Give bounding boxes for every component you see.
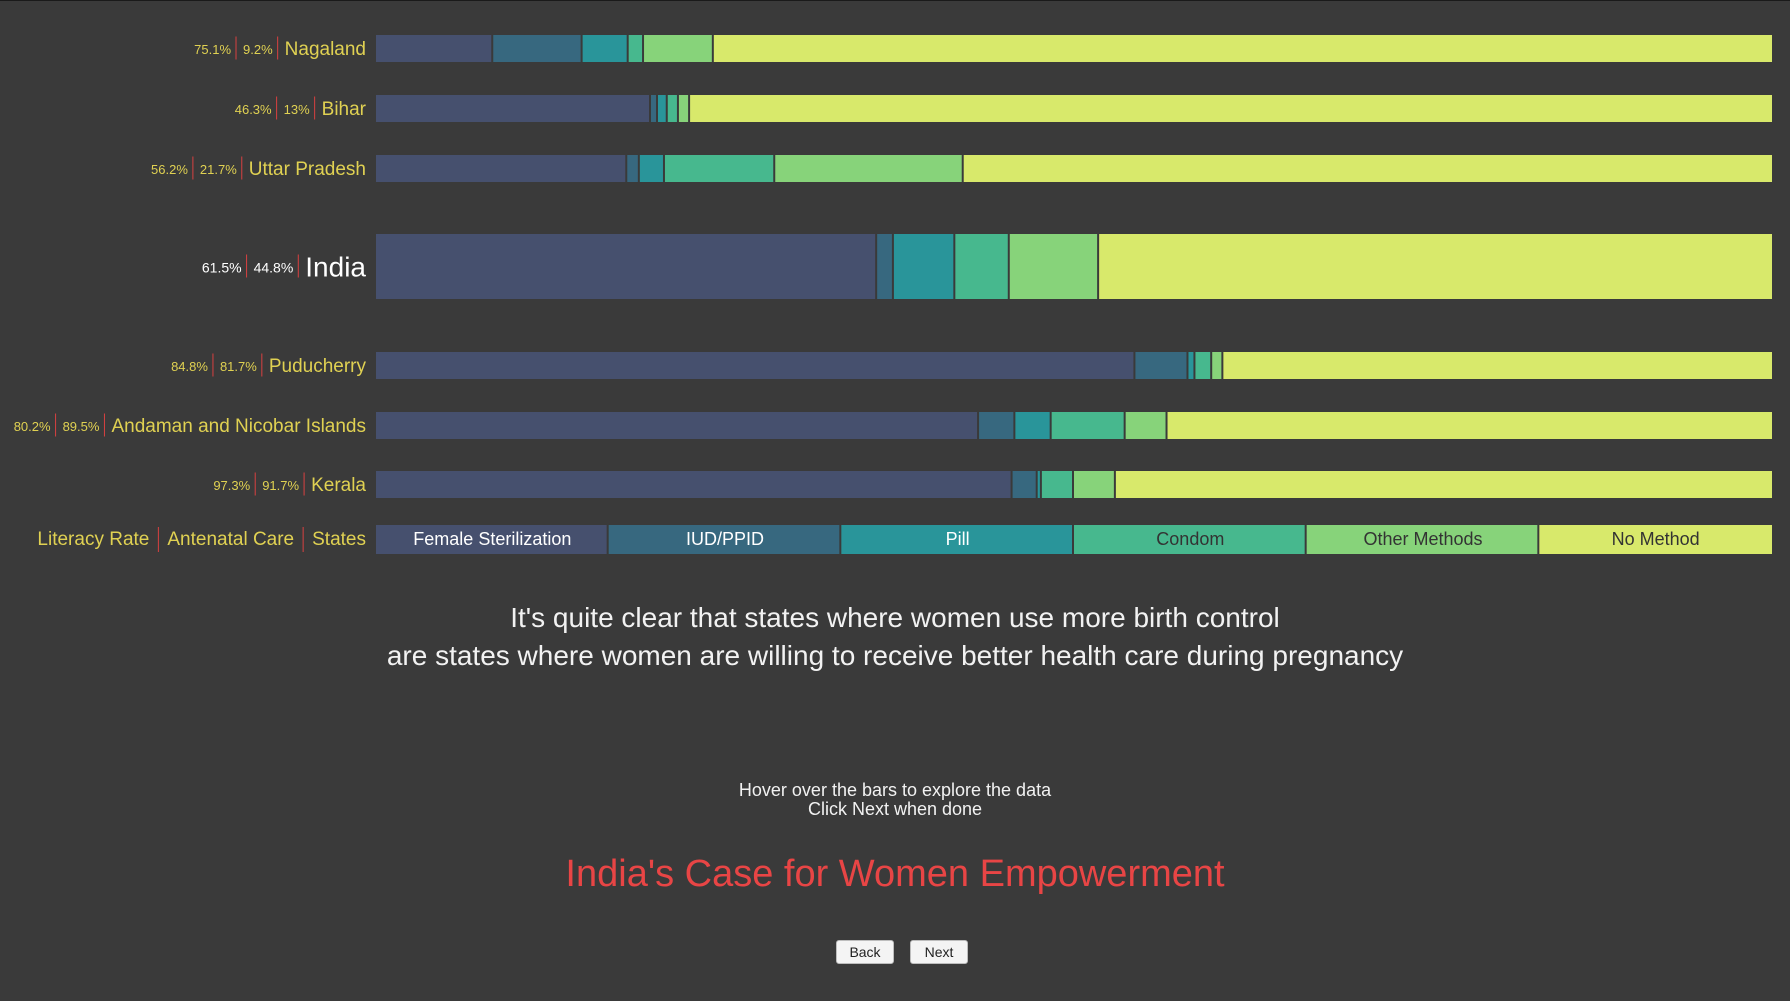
bar-segment-bihar-pill[interactable] (657, 95, 666, 122)
literacy-rate-value-bihar: 46.3% (235, 102, 272, 117)
bar-segment-kerala-iud-ppid[interactable] (1012, 471, 1036, 498)
literacy-rate-value-india: 61.5% (202, 259, 242, 275)
legend-header-states: States (312, 529, 366, 550)
hint-text: Hover over the bars to explore the data … (0, 781, 1790, 819)
state-label-uttar-pradesh: Uttar Pradesh (249, 159, 366, 180)
bar-segment-andaman-and-nicobar-islands-other-methods[interactable] (1125, 412, 1166, 439)
legend-swatch-other-methods[interactable] (1306, 525, 1538, 554)
bar-segment-andaman-and-nicobar-islands-pill[interactable] (1015, 412, 1050, 439)
bar-segment-india-condom[interactable] (955, 234, 1008, 299)
legend-label-other-methods: Other Methods (1363, 529, 1482, 549)
bar-segment-andaman-and-nicobar-islands-iud-ppid[interactable] (979, 412, 1014, 439)
bar-segment-kerala-female-sterilization[interactable] (376, 471, 1011, 498)
literacy-rate-value-andaman-and-nicobar-islands: 80.2% (14, 419, 51, 434)
legend-swatch-iud-ppid[interactable] (608, 525, 840, 554)
bar-segment-kerala-pill[interactable] (1037, 471, 1040, 498)
bar-segment-uttar-pradesh-condom[interactable] (664, 155, 774, 182)
legend-label-female-sterilization: Female Sterilization (413, 529, 571, 549)
antenatal-care-value-bihar: 13% (284, 102, 310, 117)
bar-segment-kerala-no-method[interactable] (1115, 471, 1772, 498)
stacked-bar-chart: Nagaland 9.2% 75.1% Bihar 13% 46.3% Uttar Prad… (14, 35, 1772, 554)
hint-line-2: Click Next when done (807, 799, 983, 819)
page-title: India's Case for Women Empowerment (565, 853, 1225, 895)
antenatal-care-value-puducherry: 81.7% (220, 359, 257, 374)
state-label-andaman-and-nicobar-islands: Andaman and Nicobar Islands (111, 416, 366, 437)
legend-swatch-pill[interactable] (841, 525, 1072, 554)
bar-segment-uttar-pradesh-other-methods[interactable] (775, 155, 962, 182)
bar-segment-nagaland-condom[interactable] (628, 35, 643, 62)
bar-segment-nagaland-no-method[interactable] (713, 35, 1772, 62)
bar-segment-uttar-pradesh-no-method[interactable] (963, 155, 1772, 182)
bar-segment-andaman-and-nicobar-islands-condom[interactable] (1051, 412, 1124, 439)
bar-segment-india-other-methods[interactable] (1009, 234, 1098, 299)
bar-segment-puducherry-no-method[interactable] (1223, 352, 1772, 379)
bar-segment-india-no-method[interactable] (1099, 234, 1772, 299)
bar-segment-nagaland-iud-ppid[interactable] (493, 35, 581, 62)
bar-segment-bihar-female-sterilization[interactable] (376, 95, 650, 122)
bar-segment-nagaland-pill[interactable] (582, 35, 627, 62)
antenatal-care-value-uttar-pradesh: 21.7% (200, 162, 237, 177)
bar-segment-andaman-and-nicobar-islands-female-sterilization[interactable] (376, 412, 978, 439)
antenatal-care-value-india: 44.8% (254, 259, 294, 275)
bar-segment-kerala-other-methods[interactable] (1074, 471, 1114, 498)
top-border (0, 0, 1790, 1)
story-text: It's quite clear that states where women… (0, 599, 1790, 675)
legend-label-pill: Pill (946, 529, 970, 549)
state-label-kerala: Kerala (311, 475, 366, 496)
back-button[interactable]: Back (836, 940, 894, 964)
bar-segment-puducherry-female-sterilization[interactable] (376, 352, 1134, 379)
literacy-rate-value-kerala: 97.3% (213, 478, 250, 493)
bar-segment-india-female-sterilization[interactable] (376, 234, 876, 299)
literacy-rate-value-puducherry: 84.8% (171, 359, 208, 374)
literacy-rate-value-nagaland: 75.1% (194, 42, 231, 57)
next-button[interactable]: Next (910, 940, 968, 964)
legend-label-no-method: No Method (1612, 529, 1700, 549)
bar-segment-uttar-pradesh-female-sterilization[interactable] (376, 155, 626, 182)
bar-segment-nagaland-female-sterilization[interactable] (376, 35, 492, 62)
state-label-puducherry: Puducherry (269, 356, 367, 377)
antenatal-care-value-kerala: 91.7% (262, 478, 299, 493)
antenatal-care-value-andaman-and-nicobar-islands: 89.5% (63, 419, 100, 434)
bar-segment-puducherry-condom[interactable] (1195, 352, 1211, 379)
legend-label-condom: Condom (1156, 529, 1224, 549)
bar-segment-puducherry-iud-ppid[interactable] (1135, 352, 1187, 379)
bar-segment-india-pill[interactable] (893, 234, 954, 299)
legend-header-literacy-rate: Literacy Rate (37, 529, 149, 550)
bar-segment-nagaland-other-methods[interactable] (644, 35, 712, 62)
story-line-1: It's quite clear that states where women… (510, 602, 1280, 633)
bar-segment-india-iud-ppid[interactable] (877, 234, 892, 299)
legend-header-antenatal-care: Antenatal Care (167, 529, 294, 550)
state-label-india: India (305, 251, 366, 282)
bar-segment-bihar-condom[interactable] (667, 95, 677, 122)
legend-swatch-condom[interactable] (1074, 525, 1305, 554)
antenatal-care-value-nagaland: 9.2% (243, 42, 273, 57)
literacy-rate-value-uttar-pradesh: 56.2% (151, 162, 188, 177)
bar-segment-puducherry-pill[interactable] (1188, 352, 1194, 379)
legend-label-iud-ppid: IUD/PPID (686, 529, 764, 549)
bar-segment-bihar-other-methods[interactable] (678, 95, 689, 122)
legend-swatch-female-sterilization[interactable] (376, 525, 607, 554)
bar-segment-bihar-iud-ppid[interactable] (651, 95, 656, 122)
state-label-bihar: Bihar (322, 99, 367, 120)
story-line-2: are states where women are willing to re… (386, 640, 1404, 671)
bar-segment-uttar-pradesh-pill[interactable] (639, 155, 663, 182)
bar-segment-bihar-no-method[interactable] (690, 95, 1772, 122)
bar-segment-andaman-and-nicobar-islands-no-method[interactable] (1167, 412, 1772, 439)
legend-swatch-no-method[interactable] (1539, 525, 1772, 554)
hint-line-1: Hover over the bars to explore the data (738, 780, 1052, 800)
bar-segment-uttar-pradesh-iud-ppid[interactable] (627, 155, 638, 182)
state-label-nagaland: Nagaland (285, 39, 366, 60)
bar-segment-kerala-condom[interactable] (1041, 471, 1072, 498)
bar-segment-puducherry-other-methods[interactable] (1212, 352, 1222, 379)
